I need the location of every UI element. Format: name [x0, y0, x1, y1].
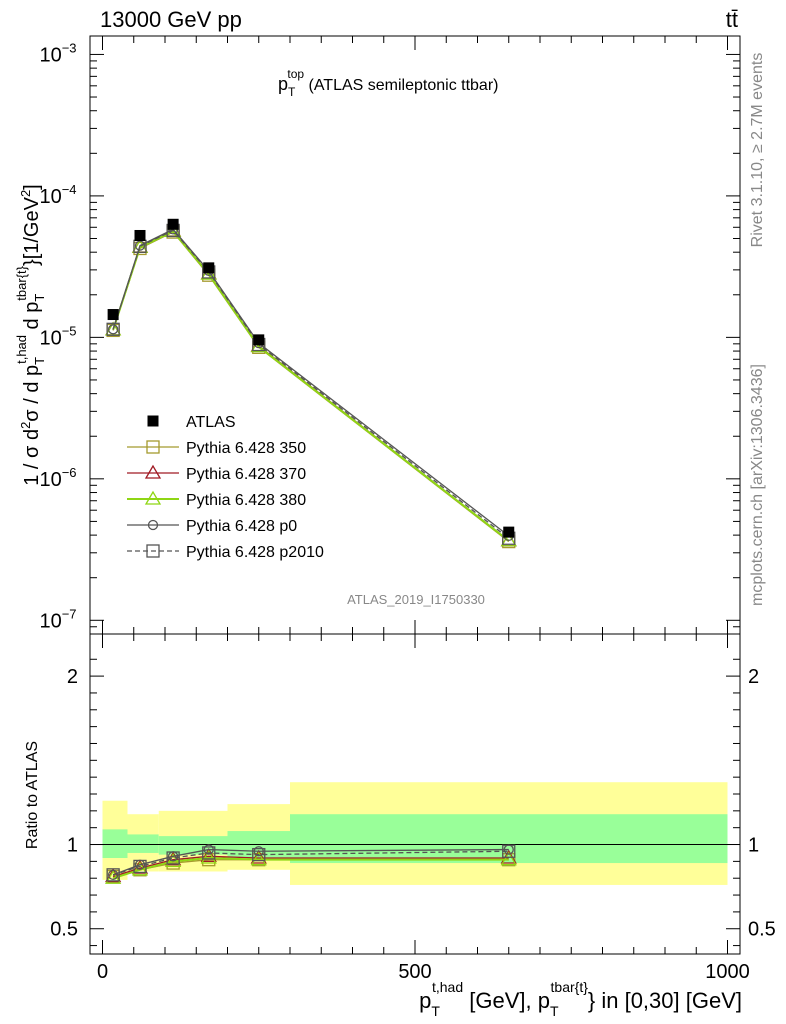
- ratio-point-p370: [250, 849, 267, 864]
- main-y-tick-label: 10−7: [39, 606, 76, 632]
- legend: ATLAS Pythia 6.428 350 Pythia 6.428 370 Pyt…: [127, 414, 324, 561]
- legend-label-p370: Pythia 6.428 370: [186, 466, 306, 483]
- legend-label-atlas: ATLAS: [186, 414, 236, 431]
- ratio-point-p380: [250, 851, 267, 866]
- ratio-y-tick-label-right: 2: [748, 666, 759, 688]
- ratio-point-p2010: [202, 846, 216, 860]
- legend-label-p380: Pythia 6.428 380: [186, 492, 306, 509]
- ratio-point-p2010: [106, 868, 120, 882]
- ratio-y-tick-label-right: 1: [748, 835, 759, 857]
- ratio-bands: [90, 782, 740, 885]
- main-point-atlas: [134, 229, 146, 241]
- x-tick-label: 0: [97, 961, 108, 983]
- ratio-series-group: [104, 844, 517, 884]
- legend-label-p350: Pythia 6.428 350: [186, 440, 306, 457]
- x-axis-label: pTt,had [GeV], pTtbar{t}} in [0,30] [GeV…: [419, 979, 742, 1019]
- main-point-atlas: [203, 262, 215, 274]
- plot-title: pTtop (ATLAS semileptonic ttbar): [278, 67, 498, 99]
- main-point-p0: [107, 324, 119, 335]
- main-point-atlas: [253, 334, 265, 346]
- ratio-y-tick-label-right: 0.5: [748, 919, 776, 941]
- main-point-p2010: [106, 322, 120, 336]
- main-line-p2010: [112, 229, 510, 539]
- legend-marker-p350: [146, 440, 160, 454]
- ratio-point-p370: [200, 848, 217, 862]
- main-point-atlas: [107, 309, 119, 321]
- legend-marker-atlas: [147, 415, 159, 427]
- main-series-group: [104, 218, 517, 549]
- main-axis-ticks: 10−7 10−6 10−5 10−4 10−3: [39, 36, 740, 635]
- legend-marker-p380: [144, 490, 162, 505]
- x-tick-label: 500: [398, 961, 431, 983]
- main-point-atlas: [503, 526, 515, 538]
- main-y-tick-label: 10−4: [39, 182, 76, 208]
- ratio-band-inner: [290, 814, 728, 864]
- plot-title-sup: top: [287, 67, 304, 81]
- legend-marker-p370: [144, 464, 162, 479]
- ratio-point-p2010: [133, 859, 147, 874]
- main-y-tick-label: 10−3: [39, 40, 76, 66]
- ratio-point-p380: [200, 849, 217, 864]
- main-point-p0: [134, 240, 146, 251]
- legend-marker-p2010: [146, 544, 160, 558]
- ratio-point-p380: [500, 851, 517, 866]
- ratio-band-inner: [102, 829, 128, 858]
- main-y-label: 1 / σ d2σ / d pTt,had d pTtbar{t}}[1/GeV…: [14, 184, 47, 486]
- ratio-point-p370: [104, 868, 122, 883]
- plot-title-rest: (ATLAS semileptonic ttbar): [304, 77, 498, 94]
- x-tick-label: 1000: [705, 961, 750, 983]
- ratio-point-p380: [164, 853, 182, 868]
- rivet-label: Rivet 3.1.10, ≥ 2.7M events: [749, 53, 766, 248]
- ratio-point-p2010: [502, 844, 516, 858]
- ratio-point-p2010: [252, 847, 266, 862]
- legend-label-p2010: Pythia 6.428 p2010: [186, 544, 324, 561]
- main-y-tick-label: 10−5: [39, 323, 76, 349]
- plot-title-sub: T: [288, 85, 296, 99]
- header-left: 13000 GeV pp: [100, 7, 242, 32]
- main-point-atlas: [167, 218, 179, 230]
- watermark: ATLAS_2019_I1750330: [347, 592, 485, 607]
- mcplots-label: mcplots.cern.ch [arXiv:1306.3436]: [749, 364, 766, 606]
- legend-marker-p0: [147, 519, 159, 531]
- ratio-line-p2010: [112, 850, 509, 876]
- main-y-tick-label: 10−6: [39, 465, 76, 491]
- ratio-y-label: Ratio to ATLAS: [24, 741, 41, 849]
- ratio-band-inner: [127, 834, 159, 853]
- main-line-p380: [112, 230, 510, 542]
- ratio-y-tick-label: 2: [67, 666, 78, 688]
- ratio-y-tick-label: 0.5: [50, 919, 78, 941]
- ratio-point-p0: [253, 846, 264, 857]
- ratio-axis-ticks: 0.5 0.5 1 1 2 2 0 500 1000: [50, 634, 776, 983]
- ratio-y-tick-label: 1: [67, 835, 78, 857]
- ratio-point-p0: [203, 844, 214, 855]
- ratio-point-p0: [107, 869, 119, 880]
- legend-label-p0: Pythia 6.428 p0: [186, 518, 297, 535]
- main-line-p0: [112, 228, 510, 537]
- ratio-point-p2010: [166, 851, 180, 865]
- header-right: tt̄: [726, 7, 738, 32]
- main-point-p380: [500, 532, 517, 547]
- ratio-point-p380: [131, 861, 149, 876]
